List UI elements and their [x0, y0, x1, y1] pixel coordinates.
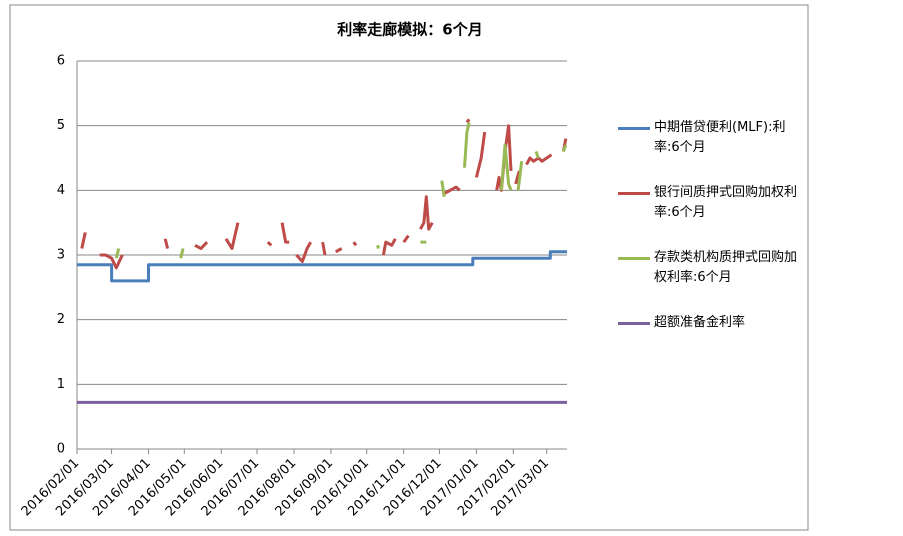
legend-item: 超额准备金利率 — [618, 313, 798, 353]
legend-label: 中期借贷便利(MLF):利率:6个月 — [654, 120, 786, 155]
series-line — [77, 250, 567, 283]
y-tick-label: 6 — [57, 54, 65, 69]
legend-label: 超额准备金利率 — [654, 315, 746, 330]
chart-frame — [9, 4, 809, 531]
series-line — [114, 122, 568, 259]
legend-label: 存款类机构质押式回购加权利率:6个月 — [654, 250, 798, 285]
y-tick-label: 2 — [57, 312, 65, 327]
legend-item: 银行间质押式回购加权利率:6个月 — [618, 183, 798, 223]
legend-swatch — [618, 322, 650, 325]
legend-swatch — [618, 192, 650, 195]
y-tick-label: 4 — [57, 183, 65, 198]
y-tick-label: 1 — [57, 377, 65, 392]
legend-swatch — [618, 127, 650, 130]
y-tick-label: 0 — [57, 442, 65, 457]
series-line — [80, 118, 568, 270]
legend-item: 存款类机构质押式回购加权利率:6个月 — [618, 248, 798, 288]
legend-label: 银行间质押式回购加权利率:6个月 — [654, 185, 798, 220]
y-tick-label: 5 — [57, 118, 65, 133]
legend-item: 中期借贷便利(MLF):利率:6个月 — [618, 118, 798, 158]
legend: 中期借贷便利(MLF):利率:6个月 银行间质押式回购加权利率:6个月 存款类机构质… — [618, 118, 798, 378]
y-tick-label: 3 — [57, 248, 65, 263]
legend-swatch — [618, 257, 650, 260]
chart-title: 利率走廊模拟：6个月 — [337, 21, 482, 39]
